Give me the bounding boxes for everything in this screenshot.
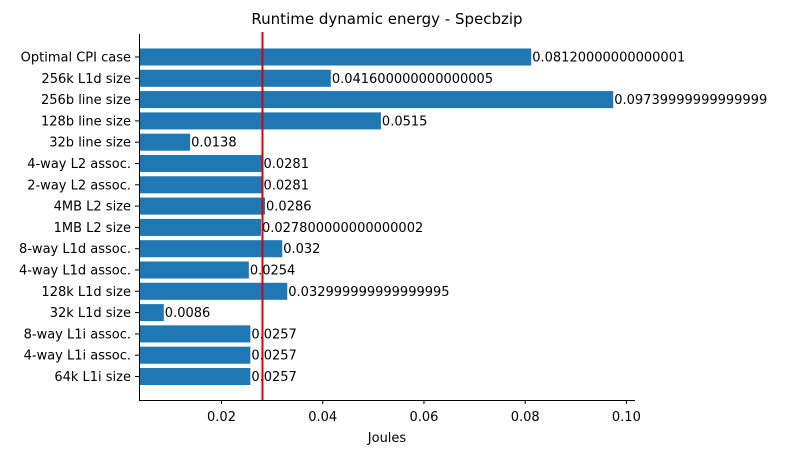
bar-value-label: 0.027800000000000002 [262, 221, 423, 236]
bar [139, 240, 283, 258]
bar [139, 282, 288, 300]
bar-value-label: 0.0281 [263, 157, 309, 172]
bar [139, 69, 331, 87]
x-tick-label: 0.04 [308, 410, 337, 425]
bar [139, 48, 532, 66]
bar [139, 112, 381, 130]
bars-group [139, 48, 614, 386]
y-tick-label: 128b line size [41, 114, 131, 129]
x-tick-label: 0.10 [612, 410, 641, 425]
bar-value-label: 0.0281 [263, 178, 309, 193]
y-tick-label: 4-way L2 assoc. [27, 157, 131, 172]
y-tick-label: 32k L1d size [50, 306, 131, 321]
bar-value-label: 0.032999999999999995 [288, 285, 449, 300]
bar-value-label: 0.0257 [251, 370, 296, 385]
bar [139, 197, 266, 215]
bar [139, 133, 191, 151]
y-tick-label: 256k L1d size [41, 72, 131, 87]
bar-value-label: 0.08120000000000001 [532, 51, 685, 66]
bar [139, 218, 261, 236]
bar-value-label: 0.0257 [251, 349, 296, 364]
x-axis-label: Joules [367, 431, 407, 446]
bar-value-label: 0.09739999999999999 [614, 93, 767, 108]
bar-value-label: 0.032 [283, 242, 320, 257]
chart-title: Runtime dynamic energy - Specbzip [251, 10, 522, 28]
bar [139, 91, 614, 109]
bar [139, 304, 164, 322]
y-tick-label: 256b line size [41, 93, 131, 108]
bar-value-label: 0.0257 [251, 327, 296, 342]
y-tick-label: 2-way L2 assoc. [27, 178, 131, 193]
x-tick-label: 0.08 [511, 410, 540, 425]
y-tick-label: 128k L1d size [41, 285, 131, 300]
y-tick-label: 4-way L1i assoc. [24, 349, 131, 364]
bar [139, 261, 249, 279]
x-axis-ticks: 0.02 0.04 0.06 0.08 0.10 [207, 400, 641, 425]
y-tick-label: 4-way L1d assoc. [19, 264, 131, 279]
bar [139, 367, 251, 386]
y-tick-label: Optimal CPI case [21, 51, 131, 66]
y-tick-label: 4MB L2 size [54, 200, 131, 215]
y-tick-label: 1MB L2 size [54, 221, 131, 236]
bar [139, 325, 251, 343]
bar-value-label: 0.0138 [191, 136, 237, 151]
bar-value-label: 0.0286 [266, 200, 312, 215]
x-tick-label: 0.06 [409, 410, 438, 425]
y-tick-label: 32b line size [49, 136, 131, 151]
y-tick-label: 8-way L1i assoc. [24, 327, 131, 342]
bar-value-label: 0.0254 [250, 264, 295, 279]
y-axis-ticks: Optimal CPI case 256k L1d size 256b line s… [19, 51, 139, 385]
bar [139, 154, 263, 173]
x-tick-label: 0.02 [207, 410, 236, 425]
y-tick-label: 8-way L1d assoc. [19, 242, 131, 257]
bar-value-label: 0.0515 [382, 114, 428, 129]
bar [139, 346, 251, 364]
bar-value-label: 0.0086 [165, 306, 211, 321]
bar-value-label: 0.041600000000000005 [332, 72, 493, 87]
bar [139, 176, 263, 194]
y-tick-label: 64k L1i size [54, 370, 131, 385]
